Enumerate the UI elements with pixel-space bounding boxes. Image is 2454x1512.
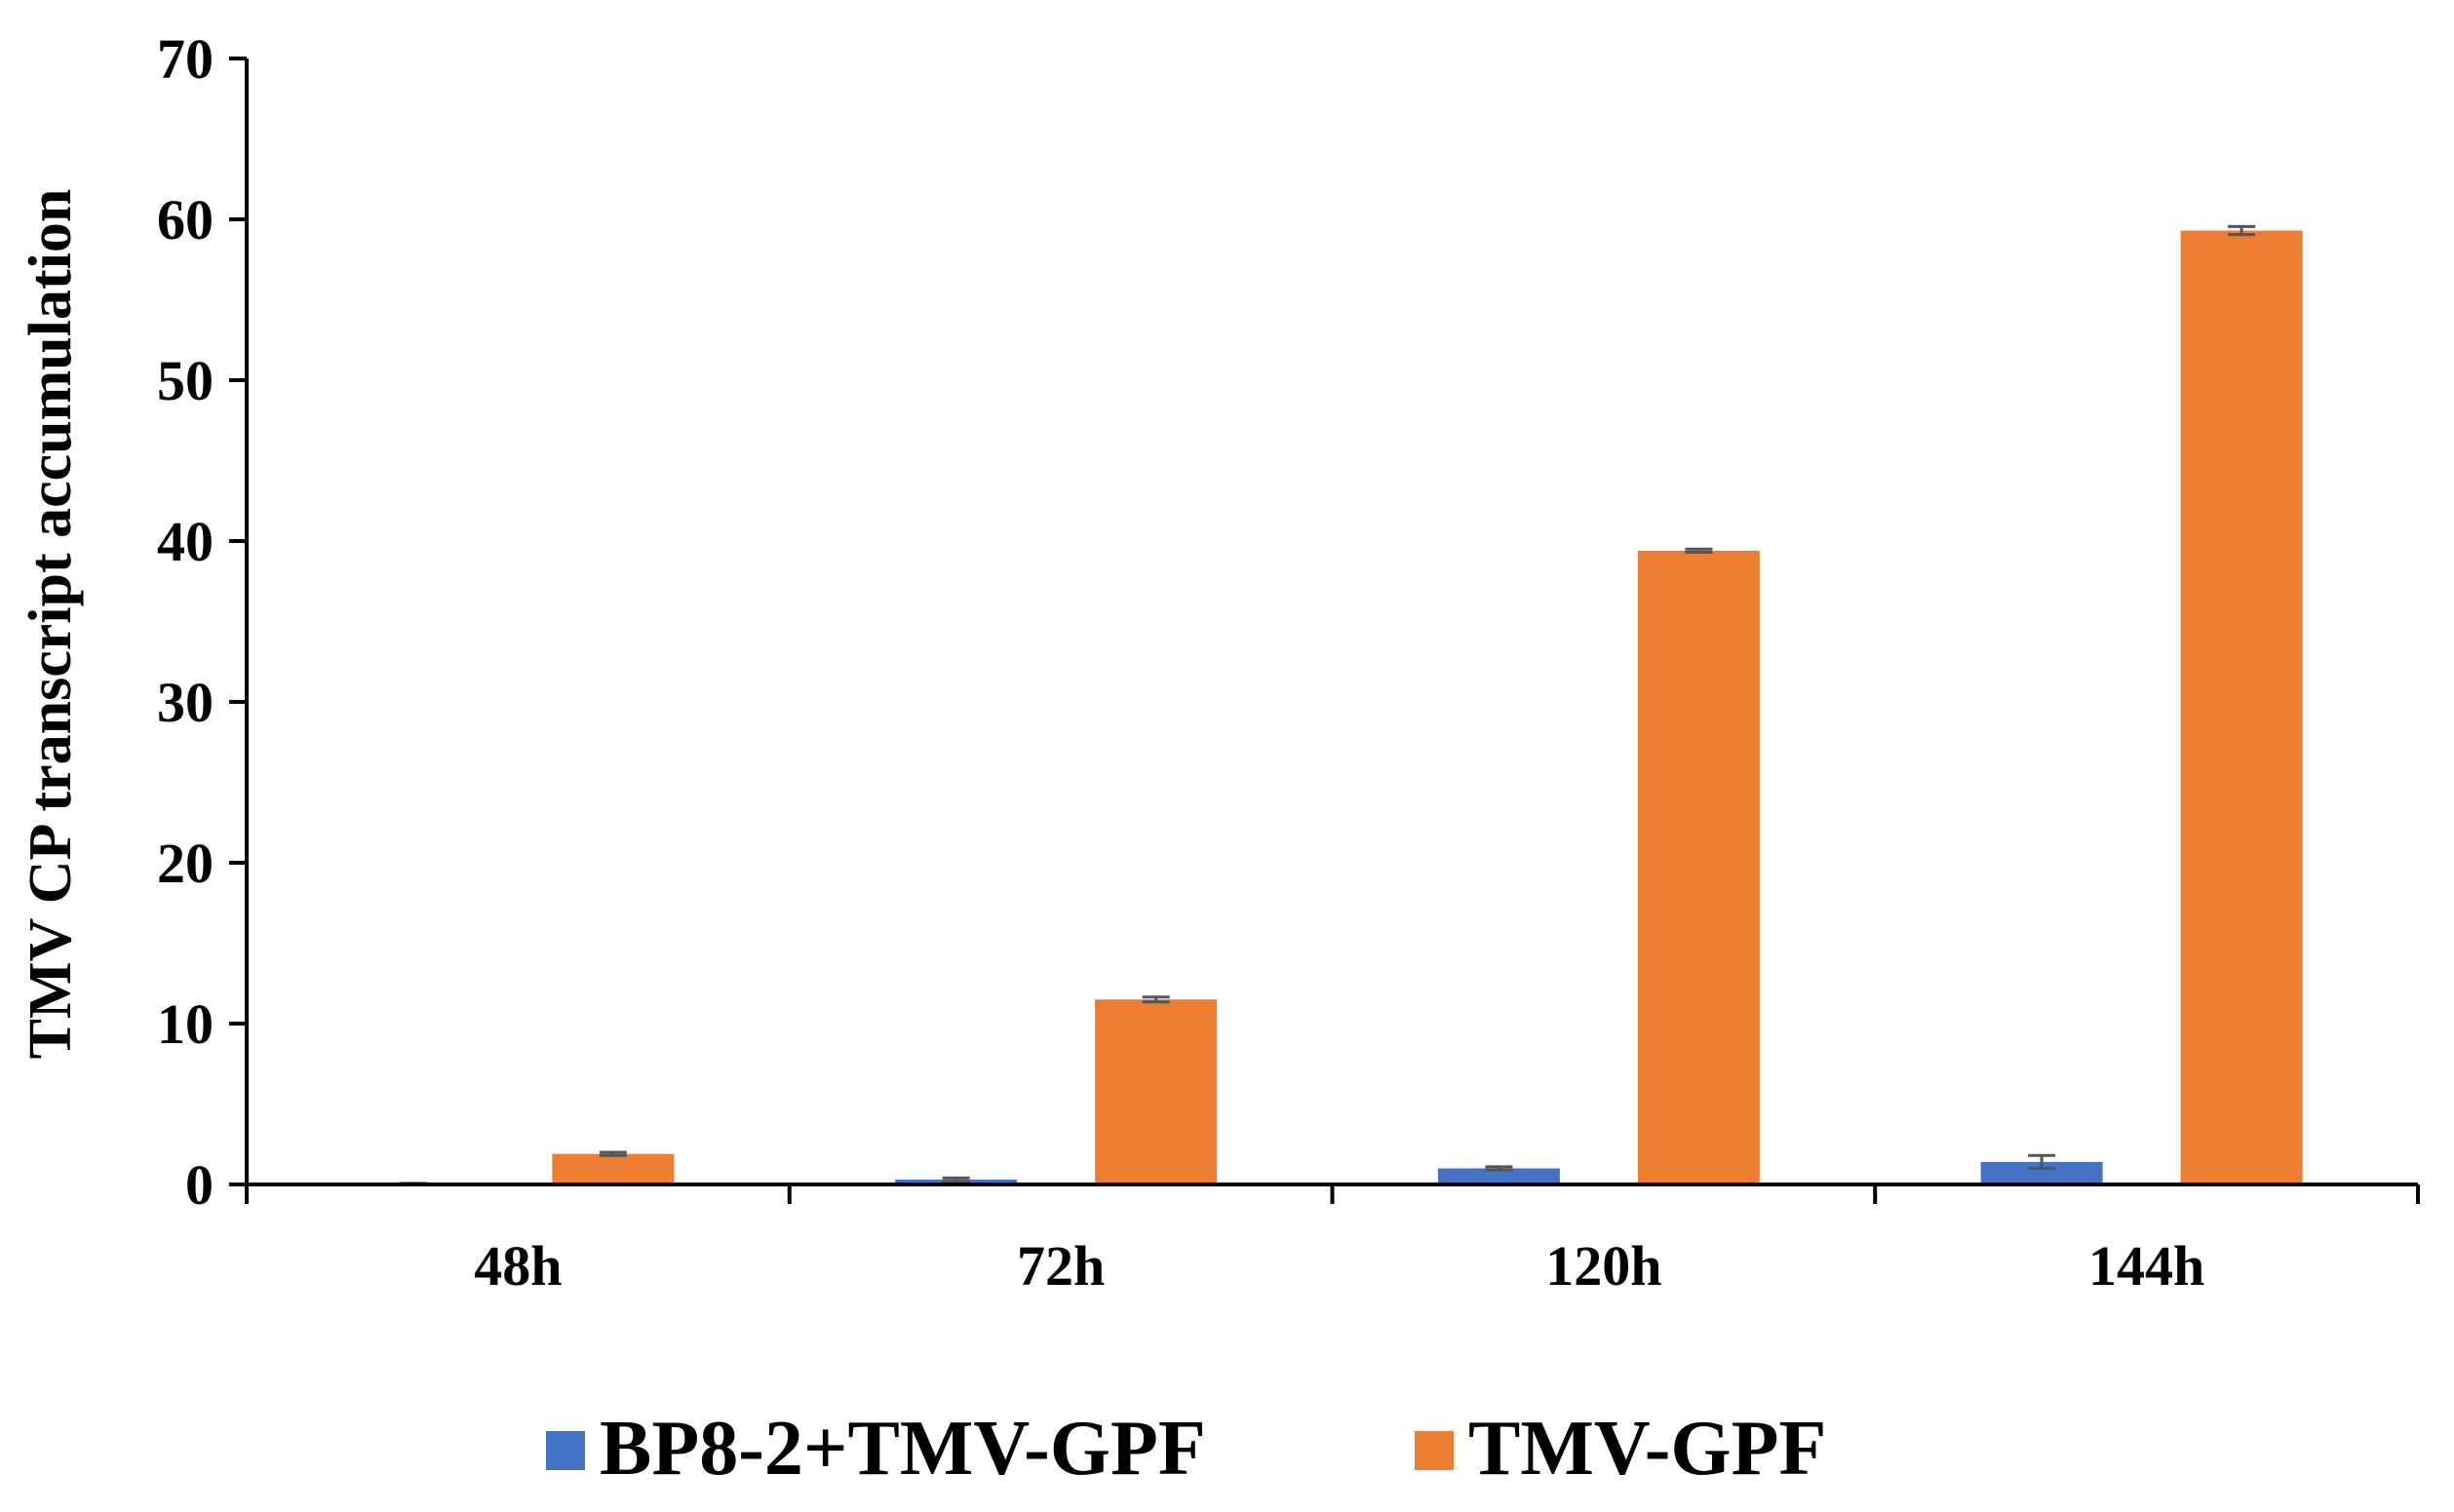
y-tick-labels: 0 10 20 30 40 50 60 70	[157, 27, 214, 1217]
y-axis-title-group: TMV CP transcript accumulation	[18, 189, 84, 1060]
x-tick-label: 120h	[1545, 1234, 1661, 1298]
bar-tmv-gpf-72h	[1095, 999, 1218, 1184]
y-tick-label: 0	[185, 1153, 214, 1217]
bars-layer	[352, 230, 2303, 1185]
axes-layer	[229, 57, 2420, 1204]
error-bars-layer	[399, 224, 2256, 1186]
bar-tmv-gpf-48h	[552, 1153, 675, 1184]
y-tick-label: 50	[157, 349, 214, 412]
y-tick-label: 60	[157, 188, 214, 252]
x-tick-label: 48h	[474, 1234, 562, 1298]
y-tick-label: 20	[157, 832, 214, 895]
x-tick-label: 72h	[1017, 1234, 1105, 1298]
legend-label: TMV-GPF	[1468, 1406, 1826, 1492]
bar-tmv-gpf-120h	[1637, 550, 1760, 1184]
bar-tmv-gpf-144h	[2180, 230, 2303, 1185]
legend-label: BP8-2+TMV-GPF	[600, 1406, 1206, 1492]
bar-bp8-2-tmv-gpf-120h	[1437, 1168, 1560, 1184]
x-tick-label: 144h	[2088, 1234, 2204, 1298]
legend-swatch	[546, 1431, 585, 1470]
bar-bp8-2-tmv-gpf-144h	[1980, 1161, 2103, 1184]
y-tick-label: 70	[157, 27, 214, 91]
x-tick-labels: 48h 72h 120h 144h	[474, 1234, 2204, 1298]
legend-swatch	[1415, 1431, 1454, 1470]
y-tick-label: 10	[157, 992, 214, 1056]
y-tick-label: 40	[157, 510, 214, 573]
y-axis-title: TMV CP transcript accumulation	[18, 189, 84, 1060]
legend: BP8-2+TMV-GPF TMV-GPF	[546, 1406, 1826, 1492]
y-tick-label: 30	[157, 671, 214, 734]
